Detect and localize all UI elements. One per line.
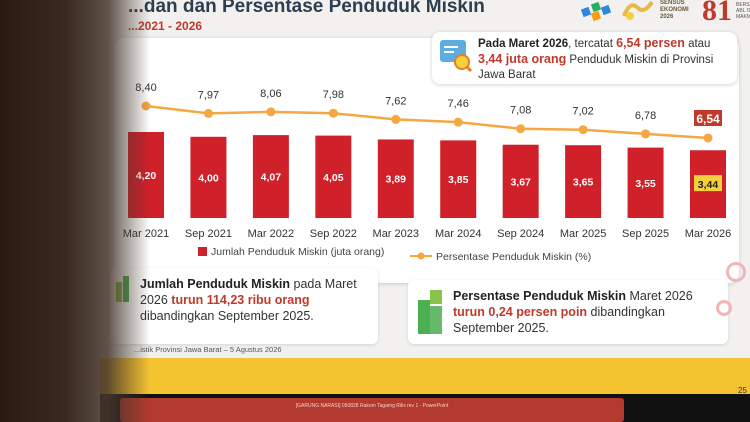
count-summary-text: Jumlah Penduduk Miskin pada Maret 2026 t… [140, 277, 357, 323]
bar [377, 139, 414, 218]
bar-value-label: 3,55 [635, 178, 656, 190]
percentage-summary-box [408, 280, 728, 344]
summary-callout: Pada Maret 2026, tercatat 6,54 persen at… [432, 32, 737, 84]
line-value-label: 7,98 [323, 89, 344, 101]
bar-value-label: 3,44 [698, 179, 719, 191]
legend-line-label: Persentase Penduduk Miskin (%) [436, 251, 591, 263]
line-value-label: 7,08 [510, 105, 531, 117]
percentage-bar-icon [418, 290, 442, 334]
legend-bar-label: Jumlah Penduduk Miskin (juta orang) [211, 246, 384, 258]
line-point [453, 117, 463, 127]
bar-label-highlight [694, 175, 722, 192]
x-tick-label: Mar 2024 [435, 228, 481, 240]
line-point [578, 125, 588, 135]
line-point [641, 129, 651, 139]
x-tick-label: Mar 2026 [685, 228, 731, 240]
report-magnifier-icon [440, 40, 472, 72]
line-value-label: 7,62 [385, 95, 406, 107]
line-point [328, 108, 338, 118]
legend-line-marker [417, 252, 425, 260]
line-point [516, 124, 526, 134]
source-note: ...istik Provinsi Jawa Barat – 5 Agustus… [134, 345, 282, 354]
line-label-highlight [694, 109, 722, 126]
decorative-ring [716, 300, 732, 316]
count-summary-box [110, 268, 378, 344]
taskbar-title: [GARUNG NARASI] 050828 Rakom Tagamg Rili… [295, 403, 449, 409]
slide-footer-band [100, 358, 750, 394]
bar [502, 144, 539, 218]
line-value-label: 8,40 [135, 82, 156, 94]
line-value-label: 6,54 [696, 112, 720, 126]
bar-value-label: 3,65 [573, 177, 594, 189]
x-tick-label: Mar 2021 [123, 228, 169, 240]
bar [315, 135, 352, 218]
x-tick-label: Sep 2024 [497, 228, 544, 240]
bar [440, 140, 477, 218]
anniversary-logo: 81 [702, 0, 732, 27]
line-value-label: 8,06 [260, 88, 281, 100]
count-bar-icon [116, 276, 129, 302]
percentage-line [145, 104, 709, 140]
line-value-label: 6,78 [635, 110, 656, 122]
bar-value-label: 4,07 [261, 172, 282, 184]
bar-value-label: 3,67 [510, 176, 531, 188]
bar-value-label: 4,20 [136, 170, 157, 182]
line-value-label: 7,97 [198, 89, 219, 101]
bps-logo-icon [580, 1, 612, 22]
page-number: 25 [738, 386, 747, 395]
line-point [391, 114, 401, 124]
bar-value-label: 4,05 [323, 172, 344, 184]
line-point [141, 101, 151, 111]
bar-value-label: 3,85 [448, 174, 469, 186]
x-tick-label: Sep 2021 [185, 228, 232, 240]
percentage-summary-text: Persentase Penduduk Miskin Maret 2026 tu… [453, 289, 693, 335]
anniversary-logo-label: BERSATABL OFMAKMR [736, 2, 750, 20]
sensus-ekonomi-label: SENSUS EKONOMI 2026 [660, 0, 689, 20]
bar [565, 145, 602, 218]
decorative-ring [726, 262, 746, 282]
x-tick-label: Sep 2025 [622, 228, 669, 240]
callout-text: Pada Maret 2026, tercatat 6,54 persen at… [478, 36, 714, 81]
bar [252, 135, 289, 218]
bar-value-label: 4,00 [198, 172, 219, 184]
x-tick-label: Mar 2025 [560, 228, 606, 240]
x-tick-label: Sep 2022 [310, 228, 357, 240]
line-value-label: 7,02 [572, 106, 593, 118]
line-point [203, 108, 213, 118]
x-tick-label: Mar 2022 [248, 228, 294, 240]
slide-title: ...dan dan Persentase Penduduk Miskin [128, 0, 485, 17]
sensus-ekonomi-logo-icon [622, 0, 654, 20]
app-taskbar: [GARUNG NARASI] 050828 Rakom Tagamg Rili… [120, 398, 624, 422]
x-tick-label: Mar 2023 [373, 228, 419, 240]
legend-bar-swatch [198, 247, 207, 256]
line-point [266, 107, 276, 117]
line-point [703, 133, 713, 143]
line-value-label: 7,46 [448, 98, 469, 110]
bar-value-label: 3,89 [386, 174, 407, 186]
bar [627, 147, 664, 218]
bar [190, 136, 227, 218]
